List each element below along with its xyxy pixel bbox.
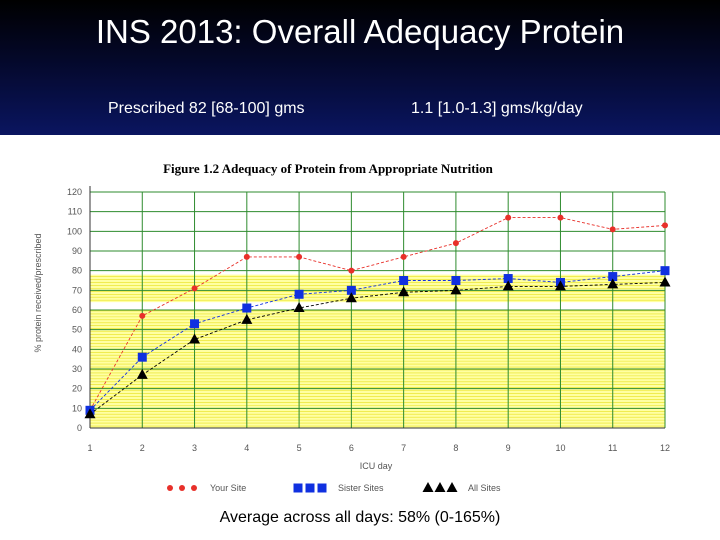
y-tick-label: 100	[67, 226, 82, 236]
series-line-1	[89, 217, 666, 411]
legend-marker	[446, 482, 458, 492]
legend-marker	[317, 483, 327, 493]
y-tick-label: 80	[72, 266, 82, 276]
data-point	[345, 292, 357, 303]
average-caption: Average across all days: 58% (0-165%)	[219, 509, 501, 526]
legend-marker	[293, 483, 303, 493]
y-axis-label: % protein received/prescribed	[33, 233, 43, 352]
data-point	[660, 266, 670, 276]
data-point	[609, 226, 616, 233]
legend-label: Sister Sites	[338, 483, 384, 493]
legend-marker	[191, 485, 197, 491]
x-tick-label: 11	[608, 443, 617, 453]
x-tick-label: 1	[87, 443, 92, 453]
chart-legend: Your Site Sister Sites All Sites	[167, 482, 501, 493]
data-point	[294, 289, 304, 299]
series-line-3	[89, 282, 666, 415]
data-point	[554, 280, 566, 291]
x-tick-label: 3	[192, 443, 197, 453]
data-point	[502, 280, 514, 291]
y-tick-label: 40	[72, 344, 82, 354]
data-point	[189, 333, 201, 344]
data-point	[346, 285, 356, 295]
legend-marker	[167, 485, 173, 491]
y-tick-label: 90	[72, 246, 82, 256]
data-point	[241, 313, 253, 324]
series-line-2	[89, 270, 666, 411]
data-point	[607, 278, 619, 289]
y-tick-label: 20	[72, 384, 82, 394]
data-point	[137, 352, 147, 362]
data-point	[452, 240, 459, 247]
legend-label: Your Site	[210, 483, 246, 493]
chart-title: Figure 1.2 Adequacy of Protein from Appr…	[163, 161, 494, 176]
x-tick-label: 9	[506, 443, 511, 453]
figure-panel: 0 10 20 30 40 50 60 70 80 90 100 110 120 1 2 3 4 5 6 7 8 9 10 1…	[0, 135, 720, 540]
data-point	[451, 276, 461, 285]
data-point	[399, 276, 409, 285]
x-tick-label: 12	[660, 443, 670, 453]
prescribed-text: Prescribed 82 [68-100] gms	[108, 100, 305, 117]
x-tick-label: 4	[244, 443, 249, 453]
legend-label: All Sites	[468, 483, 501, 493]
x-tick-label: 8	[453, 443, 458, 453]
data-point	[190, 319, 200, 329]
x-tick-label: 2	[140, 443, 145, 453]
data-point	[557, 214, 564, 221]
legend-marker	[305, 483, 315, 493]
legend-marker	[179, 485, 185, 491]
data-point	[659, 276, 671, 287]
data-point	[505, 214, 512, 221]
y-tick-label: 50	[72, 325, 82, 335]
data-point	[243, 253, 250, 260]
legend-marker	[422, 482, 434, 492]
legend-marker	[434, 482, 446, 492]
data-point	[191, 285, 198, 292]
data-point	[662, 222, 668, 229]
y-tick-label: 60	[72, 305, 82, 315]
data-point	[450, 284, 462, 295]
data-point	[242, 303, 252, 313]
data-point	[293, 302, 305, 313]
x-tick-label: 7	[401, 443, 406, 453]
x-tick-label: 6	[349, 443, 354, 453]
data-point	[503, 274, 513, 284]
x-axis-label: ICU day	[360, 461, 393, 471]
data-point	[84, 408, 96, 419]
y-tick-label: 30	[72, 364, 82, 374]
y-tick-label: 120	[67, 187, 82, 197]
x-tick-label: 5	[297, 443, 302, 453]
data-point	[398, 286, 410, 297]
y-tick-label: 0	[77, 423, 82, 433]
y-tick-label: 10	[72, 403, 82, 413]
data-point	[139, 312, 146, 319]
y-tick-label: 70	[72, 285, 82, 295]
data-point	[400, 253, 407, 260]
data-point	[296, 253, 303, 260]
chart-series	[84, 214, 671, 419]
slide-title: INS 2013: Overall Adequacy Protein	[95, 13, 625, 50]
y-tick-label: 110	[68, 207, 82, 217]
per-kg-text: 1.1 [1.0-1.3] gms/kg/day	[411, 100, 583, 117]
data-point	[348, 267, 355, 274]
data-point	[608, 272, 618, 282]
data-point	[136, 368, 148, 379]
x-tick-label: 10	[555, 443, 565, 453]
